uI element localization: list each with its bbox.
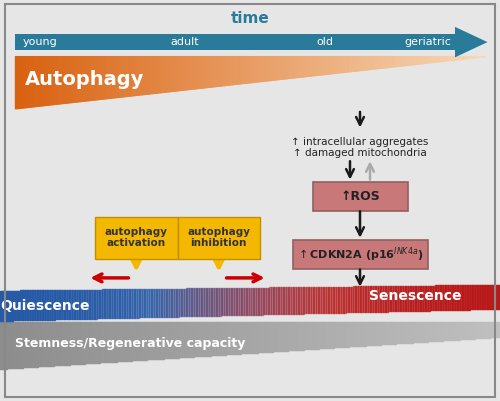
Text: adult: adult	[170, 37, 200, 47]
Text: ↑ intracellular aggregates: ↑ intracellular aggregates	[292, 138, 428, 147]
Polygon shape	[455, 27, 488, 57]
Text: $\uparrow$CDKN2A (p16$^{INK4a}$): $\uparrow$CDKN2A (p16$^{INK4a}$)	[296, 245, 424, 263]
Text: geriatric: geriatric	[404, 37, 451, 47]
Text: ↑ damaged mitochondria: ↑ damaged mitochondria	[293, 148, 427, 158]
Text: young: young	[22, 37, 58, 47]
Text: autophagy
inhibition: autophagy inhibition	[187, 227, 250, 248]
Text: Quiescence: Quiescence	[0, 299, 90, 313]
FancyBboxPatch shape	[312, 182, 408, 211]
FancyBboxPatch shape	[292, 240, 428, 269]
Text: Autophagy: Autophagy	[26, 70, 144, 89]
Text: old: old	[316, 37, 334, 47]
Text: Stemness/Regenerative capacity: Stemness/Regenerative capacity	[15, 337, 245, 350]
Polygon shape	[15, 34, 455, 50]
FancyBboxPatch shape	[178, 217, 260, 259]
Text: Senescence: Senescence	[369, 289, 461, 303]
Text: ↑ROS: ↑ROS	[340, 190, 380, 203]
FancyBboxPatch shape	[95, 217, 178, 259]
Text: time: time	[230, 10, 270, 26]
Text: autophagy
activation: autophagy activation	[105, 227, 168, 248]
